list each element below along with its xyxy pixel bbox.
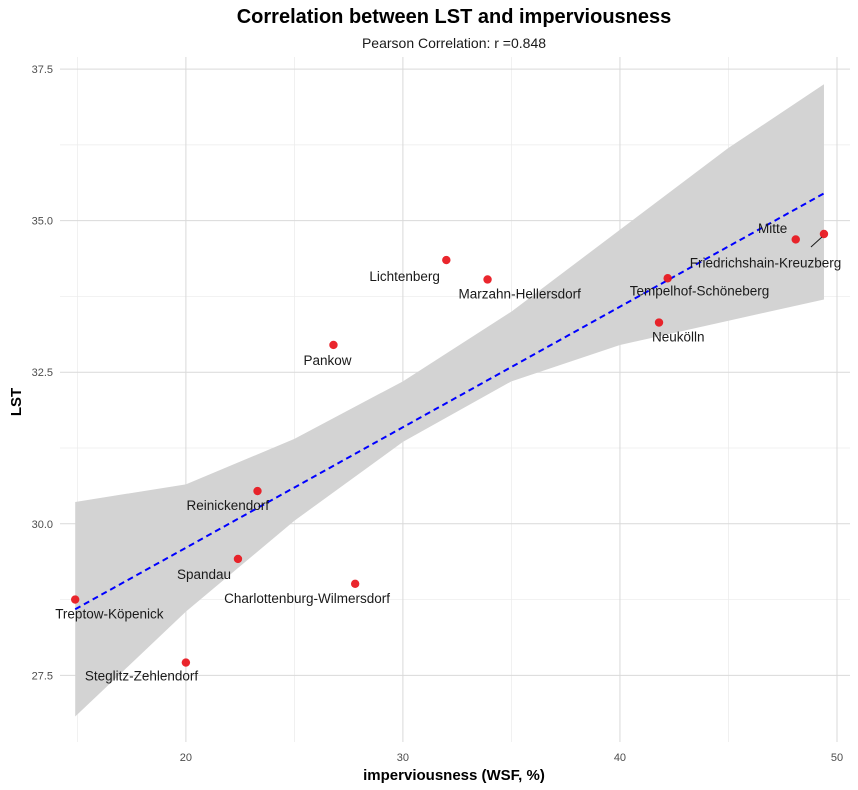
y-tick-label: 30.0	[32, 519, 53, 531]
data-point	[654, 318, 664, 327]
confidence-band-group	[75, 84, 824, 717]
regression-line	[74, 192, 825, 611]
point-label: Lichtenberg	[369, 269, 440, 284]
x-tick-label: 40	[614, 752, 626, 764]
regression-line-group	[74, 192, 825, 611]
point-labels: Mitte Friedrichshain-Kreuzberg Lichtenberg…	[55, 221, 841, 684]
data-point	[181, 658, 191, 667]
y-tick-label: 27.5	[32, 670, 53, 682]
data-point	[233, 554, 243, 564]
point-label: Steglitz-Zehlendorf	[85, 669, 199, 684]
x-tick-label: 30	[397, 752, 409, 764]
y-axis-ticks: 27.5 30.0 32.5 35.0 37.5	[32, 64, 53, 682]
point-label: Treptow-Köpenick	[55, 607, 164, 622]
point-label: Marzahn-Hellersdorf	[459, 286, 582, 301]
y-tick-label: 37.5	[32, 64, 53, 76]
data-point	[483, 275, 492, 284]
data-point	[442, 255, 451, 265]
point-label: Pankow	[303, 353, 351, 368]
point-label: Neukölln	[652, 330, 705, 345]
chart-title: Correlation between LST and imperviousne…	[237, 6, 672, 28]
data-point	[70, 595, 80, 604]
point-label: Tempelhof-Schöneberg	[630, 283, 770, 298]
data-point	[791, 235, 800, 244]
y-tick-label: 35.0	[32, 216, 53, 228]
point-label: Mitte	[758, 221, 787, 236]
confidence-band	[75, 84, 824, 717]
data-point	[253, 486, 262, 496]
x-axis-ticks: 20 30 40 50	[180, 752, 843, 764]
point-label: Spandau	[177, 567, 231, 582]
point-label: Charlottenburg-Wilmersdorf	[224, 591, 390, 606]
grid-lines	[60, 57, 850, 742]
data-point	[329, 340, 338, 350]
label-leader-line	[810, 236, 823, 248]
x-tick-label: 20	[180, 752, 192, 764]
chart-subtitle: Pearson Correlation: r =0.848	[362, 35, 546, 51]
data-points	[70, 229, 829, 667]
x-tick-label: 50	[831, 752, 843, 764]
x-axis-title: imperviousness (WSF, %)	[363, 767, 545, 784]
point-label: Friedrichshain-Kreuzberg	[690, 255, 842, 270]
y-axis-title: LST	[8, 388, 25, 416]
point-label: Reinickendorf	[187, 498, 270, 513]
data-point	[663, 274, 672, 283]
data-point	[350, 579, 360, 588]
y-tick-label: 32.5	[32, 367, 53, 379]
data-point	[819, 229, 829, 239]
